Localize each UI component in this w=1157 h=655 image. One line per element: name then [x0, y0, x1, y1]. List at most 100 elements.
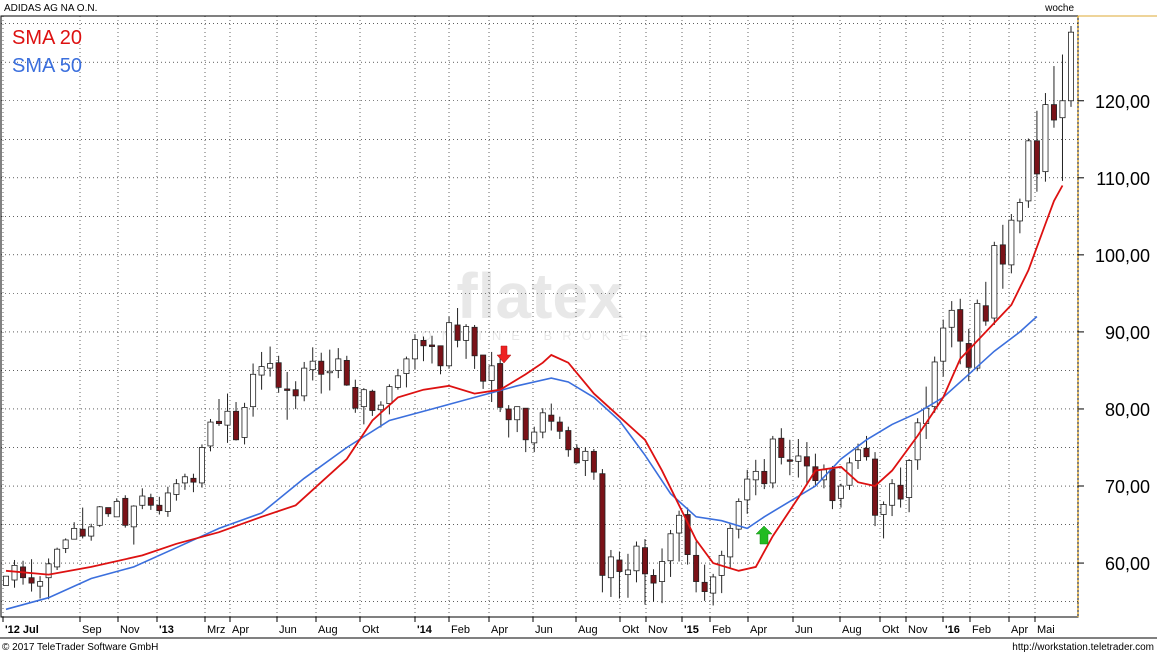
candle-body — [292, 389, 299, 397]
candle-body — [267, 363, 274, 369]
candle-body — [531, 431, 538, 444]
candle-body — [914, 422, 921, 461]
candle-body — [411, 339, 418, 360]
candle-body — [275, 362, 282, 388]
candle-body — [480, 354, 487, 382]
watermark-brand: flatex — [456, 260, 624, 332]
candle-body — [659, 561, 666, 582]
candle-body — [122, 497, 129, 526]
x-tick-label: Nov — [648, 624, 668, 636]
candle-body — [684, 514, 691, 555]
x-tick-label: Apr — [491, 624, 508, 636]
grid — [1, 16, 1078, 617]
chart-title: ADIDAS AG NA O.N. — [4, 3, 97, 14]
candle-body — [1008, 219, 1015, 266]
candle-body — [394, 375, 401, 388]
candle-body — [786, 459, 793, 462]
candle-body — [369, 390, 376, 411]
candle-body — [446, 322, 453, 367]
candle-body — [113, 501, 120, 518]
candle-body — [693, 554, 700, 582]
candle-body — [590, 450, 597, 473]
candle-body — [360, 389, 367, 408]
x-tick-label: Feb — [712, 624, 731, 636]
candle-body — [565, 430, 572, 451]
x-tick-label: Aug — [318, 624, 338, 636]
candle-body — [403, 358, 410, 374]
candle-body — [420, 339, 427, 347]
candle-body — [156, 504, 163, 512]
x-tick-label: Nov — [120, 624, 140, 636]
y-tick-label: 80,00 — [1105, 400, 1150, 420]
candle-body — [233, 410, 240, 441]
candle-body — [326, 370, 333, 374]
candle-body — [676, 514, 683, 534]
x-tick-label: '13 — [159, 624, 174, 636]
candle-body — [599, 473, 606, 576]
x-tick-label: '15 — [684, 624, 699, 636]
candle-body — [863, 447, 870, 458]
candle-body — [1016, 202, 1023, 222]
candle-body — [454, 324, 461, 341]
y-axis: 60,00 70,00 80,00 90,00 100,00 110,00 120,00 — [1078, 92, 1150, 574]
sma50-line — [5, 315, 1038, 611]
y-tick-label: 60,00 — [1105, 554, 1150, 574]
x-tick-label: Apr — [750, 624, 767, 636]
candle-body — [582, 450, 589, 461]
x-tick-label: Nov — [908, 624, 928, 636]
candle-body — [769, 438, 776, 484]
candle-body — [803, 456, 810, 467]
candle-body — [931, 361, 938, 408]
x-tick-label: Okt — [622, 624, 639, 636]
candle-body — [650, 574, 657, 584]
candle-body — [965, 343, 972, 368]
candle-body — [948, 309, 955, 328]
candle-body — [1042, 104, 1049, 173]
candles — [3, 26, 1075, 606]
candle-body — [463, 326, 470, 341]
y-tick-label: 120,00 — [1095, 92, 1150, 112]
legend-sma50: SMA 50 — [12, 55, 82, 77]
candle-body — [147, 497, 154, 506]
candle-body — [139, 495, 146, 506]
candle-body — [522, 407, 529, 441]
x-tick-label: '12 Jul — [5, 624, 39, 636]
candle-body — [906, 460, 913, 498]
x-tick-label: Aug — [842, 624, 862, 636]
watermark-tagline: ONLINE BROKER — [422, 328, 659, 343]
x-tick-label: Jun — [535, 624, 553, 636]
candle-body — [28, 577, 35, 584]
candle-body — [633, 545, 640, 572]
x-axis: '12 Jul Sep Nov '13 Mrz Apr Jun Aug Okt '14 Feb Apr… — [2, 617, 1055, 636]
candle-body — [735, 501, 742, 530]
candle-body — [1050, 104, 1057, 121]
candle-body — [3, 575, 9, 586]
candle-body — [957, 309, 964, 342]
candle-body — [778, 437, 785, 458]
candle-body — [991, 245, 998, 319]
candle-body — [1033, 140, 1040, 175]
footer-copyright: © 2017 TeleTrader Software GmbH — [2, 642, 158, 653]
candle-body — [37, 581, 44, 587]
footer-url: http://workstation.teletrader.com — [1012, 642, 1154, 653]
sma20-line — [5, 185, 1064, 576]
candle-body — [241, 407, 248, 438]
candle-body — [752, 470, 759, 481]
x-tick-label: Mrz — [207, 624, 225, 636]
candle-body — [284, 388, 291, 391]
x-tick-label: Jun — [279, 624, 297, 636]
candle-body — [318, 360, 325, 375]
candle-body — [105, 507, 112, 515]
candle-body — [710, 576, 717, 594]
candle-body — [872, 458, 879, 516]
candle-body — [624, 569, 631, 576]
candle-body — [198, 447, 205, 484]
x-tick-label: Mai — [1037, 624, 1055, 636]
candle-body — [573, 447, 580, 464]
candle-body — [190, 477, 197, 483]
candle-body — [386, 386, 393, 404]
x-tick-label: Feb — [972, 624, 991, 636]
x-tick-label: Apr — [1011, 624, 1028, 636]
candle-body — [215, 420, 222, 425]
candle-body — [471, 326, 478, 357]
